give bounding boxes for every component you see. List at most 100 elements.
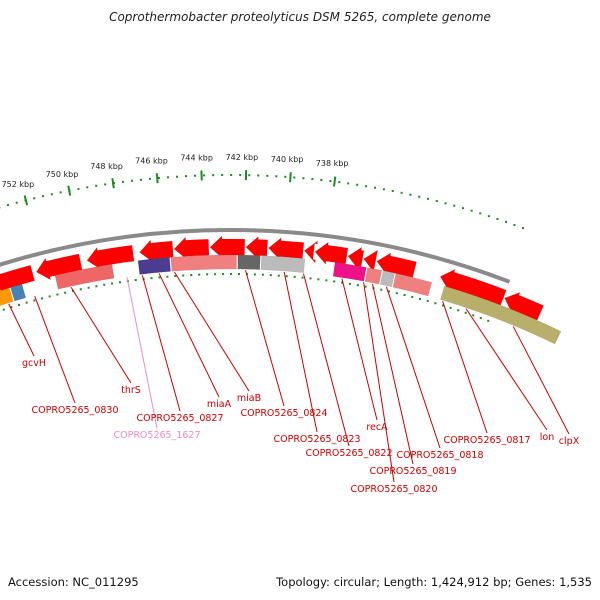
major-tick (155, 173, 159, 184)
minor-tick (6, 204, 9, 207)
inner-minor-tick (134, 279, 137, 282)
inner-minor-tick (487, 319, 490, 322)
inner-minor-tick (403, 294, 406, 297)
gene-feature (332, 262, 367, 282)
inner-minor-tick (87, 286, 90, 289)
minor-tick (409, 193, 412, 196)
leader-line (8, 303, 35, 357)
inner-minor-tick (434, 302, 437, 305)
inner-minor-tick (356, 284, 359, 287)
label-leader-lines (8, 270, 570, 483)
gene-label: clpX (559, 436, 580, 447)
inner-minor-tick (17, 303, 20, 306)
minor-tick (185, 175, 188, 178)
minor-tick (95, 184, 98, 187)
tick-label: 752 kbp (2, 180, 35, 189)
inner-minor-tick (182, 274, 185, 277)
minor-tick (148, 177, 151, 180)
gene-feature (440, 285, 562, 345)
inner-minor-tick (317, 278, 320, 281)
inner-minor-tick (174, 275, 177, 278)
minor-tick (239, 174, 242, 177)
minor-tick (461, 207, 464, 210)
minor-tick (435, 200, 438, 203)
minor-tick (513, 223, 516, 226)
leader-line (371, 283, 414, 465)
inner-minor-tick (309, 277, 312, 280)
gene-feature (237, 254, 261, 270)
inner-minor-tick (388, 290, 391, 293)
minor-tick (139, 178, 142, 181)
gene-label: gcvH (22, 358, 46, 369)
minor-tick (230, 174, 233, 177)
gene-feature (260, 255, 306, 273)
inner-minor-tick (111, 282, 114, 285)
minor-tick (373, 186, 376, 189)
tick-label: 750 kbp (46, 170, 79, 179)
inner-minor-tick (95, 285, 98, 288)
inner-minor-tick (56, 293, 59, 296)
gene-feature (304, 240, 318, 264)
inner-minor-tick (479, 317, 482, 320)
minor-tick (166, 176, 169, 179)
backbone-ring (0, 228, 511, 284)
leader-line (363, 282, 395, 483)
inner-minor-tick (198, 273, 201, 276)
gene-feature (364, 267, 383, 285)
minor-tick (113, 182, 116, 185)
gene-feature (170, 254, 237, 272)
minor-tick (275, 175, 278, 178)
leader-line (34, 296, 76, 404)
major-tick (23, 195, 29, 206)
gene-label: recA (366, 422, 388, 433)
minor-tick (391, 190, 394, 193)
minor-tick (427, 197, 430, 200)
inner-minor-tick (293, 275, 296, 278)
gene-feature (54, 264, 115, 290)
gene-label: COPRO5265_0819 (369, 466, 456, 477)
minor-tick (59, 191, 62, 194)
minor-tick (470, 209, 473, 212)
leader-line (174, 271, 250, 392)
gene-feature (209, 235, 246, 259)
inner-minor-tick (325, 279, 328, 282)
inner-minor-tick (261, 273, 264, 276)
gene-label: miaA (207, 399, 232, 410)
major-tick (111, 178, 115, 189)
major-tick (289, 172, 292, 183)
leader-line (245, 270, 285, 407)
leader-line (512, 326, 570, 435)
map-title: Coprothermobacter proteolyticus DSM 5265… (109, 10, 491, 24)
minor-tick (203, 174, 206, 177)
minor-tick (86, 186, 89, 189)
inner-minor-tick (166, 275, 169, 278)
inner-minor-tick (449, 306, 452, 309)
minor-tick (504, 220, 507, 223)
inner-minor-tick (48, 295, 51, 298)
gene-feature (10, 283, 27, 302)
minor-tick (521, 227, 524, 230)
tick-label: 746 kbp (135, 157, 168, 166)
inner-minor-tick (10, 306, 13, 309)
leader-line (70, 286, 132, 384)
gene-feature (0, 264, 35, 293)
inner-minor-tick (118, 281, 121, 284)
gene-feature (137, 257, 171, 275)
inner-minor-tick (64, 291, 67, 294)
inner-minor-tick (222, 273, 225, 276)
tick-label: 748 kbp (90, 162, 123, 171)
gene-feature (392, 273, 433, 297)
tick-label: 738 kbp (316, 159, 349, 168)
inner-minor-tick (348, 282, 351, 285)
minor-tick (77, 187, 80, 190)
inner-minor-tick (103, 283, 106, 286)
inner-minor-tick (333, 280, 336, 283)
inner-minor-tick (341, 281, 344, 284)
gene-label: lon (540, 432, 554, 443)
gene-label: COPRO5265_0822 (305, 448, 392, 459)
inner-minor-tick (40, 297, 43, 300)
gene-label: COPRO5265_0820 (350, 484, 437, 495)
tick-label: 742 kbp (226, 153, 259, 162)
inner-minor-tick (418, 297, 421, 300)
gene-feature (363, 249, 379, 273)
